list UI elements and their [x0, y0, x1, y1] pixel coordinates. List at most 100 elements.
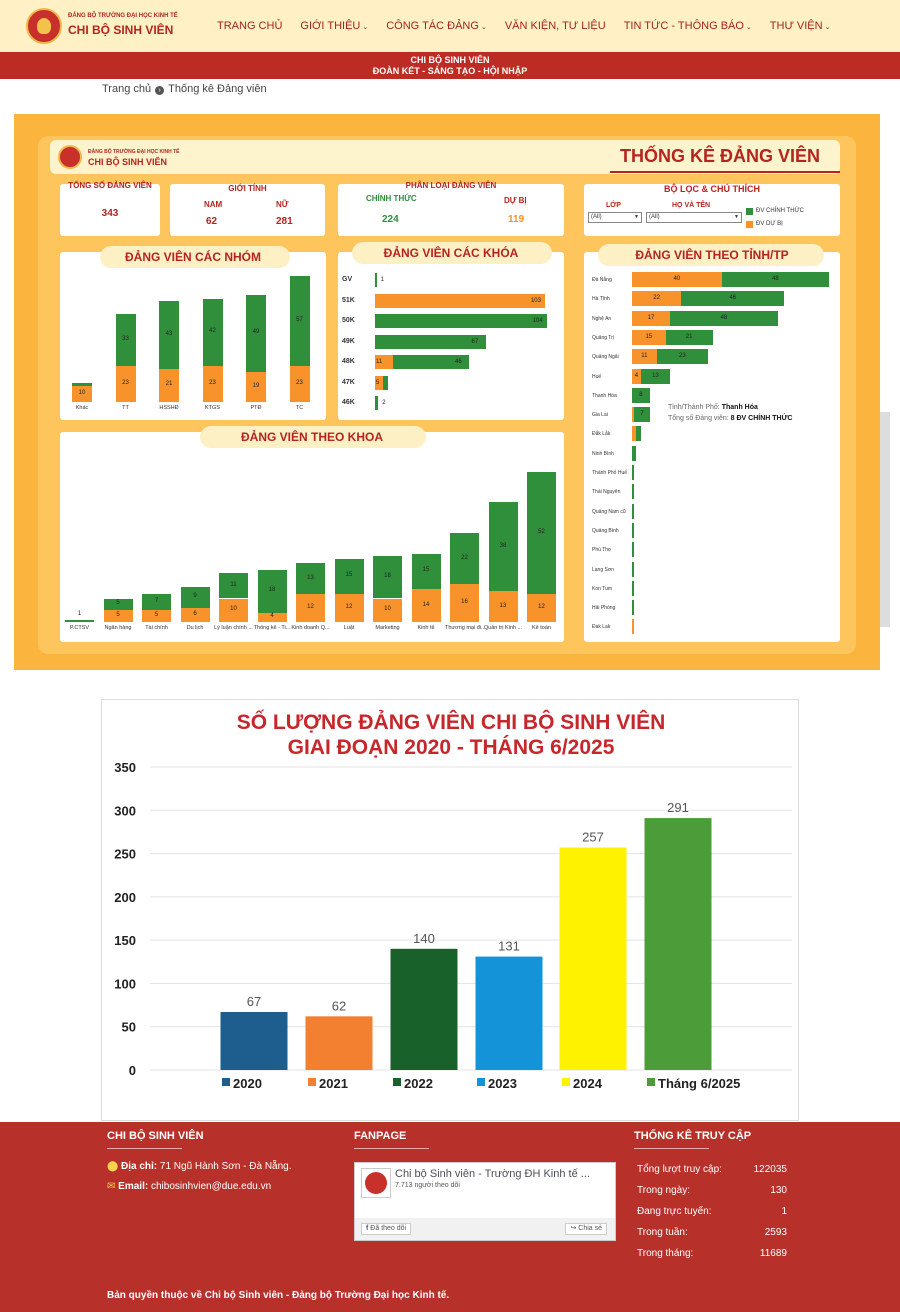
email-label: Email: — [118, 1181, 149, 1192]
address-label: Địa chỉ: — [120, 1161, 158, 1172]
bar-official — [383, 375, 389, 390]
province-chart: Đà Nẵng 40 48 Hà Tĩnh 22 46 Nghệ An 17 48 Quảng T… — [584, 252, 840, 642]
total-value: 343 — [101, 208, 119, 219]
bar-probation — [411, 589, 441, 622]
footer-divider — [107, 1148, 182, 1149]
bar-probation — [632, 426, 637, 442]
chevron-down-icon: ⌄ — [824, 24, 831, 31]
nav-item-label: TRANG CHỦ — [217, 20, 283, 32]
nav-item[interactable]: GIỚI THIỆU ⌄ — [300, 20, 368, 32]
filter-class-select[interactable]: (All) ▼ — [588, 212, 642, 223]
filter-name-select[interactable]: (All) ▼ — [646, 212, 742, 223]
nav-item[interactable]: TRANG CHỦ — [217, 20, 282, 32]
stat-value: 122035 — [753, 1164, 787, 1175]
main-nav: TRANG CHỦ GIỚI THIỆU ⌄ CÔNG TÁC ĐẢNG ⌄ VĂN KI… — [217, 20, 830, 32]
bar-label: 5 — [376, 379, 380, 386]
legend-official-swatch — [746, 208, 753, 215]
fanpage-widget[interactable]: Chi bộ Sinh viên - Trường ĐH Kinh tế ...… — [354, 1162, 616, 1241]
bar-official — [393, 355, 470, 369]
tooltip-label-2: Tổng số Đảng viên: — [668, 415, 729, 422]
bar-probation — [115, 365, 136, 402]
probation-label: DỰ BỊ — [504, 196, 527, 205]
bar — [475, 956, 543, 1070]
legend-label: 2023 — [488, 1076, 517, 1091]
bar-official — [202, 299, 223, 366]
type-label: PHÂN LOẠI ĐẢNG VIÊN — [405, 181, 497, 190]
copyright: Bản quyền thuộc về Chi bộ Sinh viên - Đả… — [107, 1290, 450, 1301]
official-value: 224 — [382, 214, 399, 225]
category-label: KTGS — [205, 405, 220, 411]
bar-official — [634, 407, 650, 423]
slogan-ribbon: CHI BỘ SINH VIÊN ĐOÀN KẾT - SÁNG TẠO - H… — [0, 52, 900, 79]
total-members-card: TỔNG SỐ ĐẢNG VIÊN 343 — [60, 181, 160, 236]
bar-probation — [632, 272, 722, 287]
nav-item-label: GIỚI THIỆU — [300, 20, 361, 32]
bar-label: 5 — [116, 600, 120, 607]
bar-value-label: 67 — [247, 994, 261, 1009]
category-label: Thanh Hóa — [592, 392, 617, 399]
stat-value: 1 — [781, 1206, 787, 1217]
bar-label: 13 — [652, 372, 659, 379]
logo-title: CHI BỘ SINH VIÊN — [68, 23, 174, 37]
bar-probation — [72, 386, 92, 402]
category-label: Lý luận chính ... — [214, 625, 253, 631]
bar-label: 2 — [382, 400, 386, 406]
dashboard-logo-subtitle: ĐẢNG BỘ TRƯỜNG ĐẠI HỌC KINH TẾ — [88, 149, 180, 155]
filter-panel: BỘ LỌC & CHÚ THÍCH LỚP HỌ VÀ TÊN (All) ▼ … — [584, 184, 840, 236]
nav-item[interactable]: THƯ VIỆN ⌄ — [770, 20, 831, 32]
footer-divider — [634, 1148, 709, 1149]
bar-official — [632, 503, 635, 519]
bar-value-label: 257 — [582, 830, 604, 845]
male-label: NAM — [204, 200, 223, 209]
footer-col3-title: THỐNG KÊ TRUY CẬP — [634, 1130, 752, 1142]
stat-label: Trong ngày: — [637, 1185, 690, 1196]
faculty-title-pill — [200, 426, 426, 448]
category-label: 50K — [342, 317, 355, 324]
category-label: 49K — [342, 337, 355, 345]
category-label: Thương mại đi... — [445, 625, 484, 631]
y-tick-label: 150 — [114, 933, 136, 948]
category-label: Ninh Bình — [592, 450, 614, 457]
bar-probation — [632, 291, 682, 307]
chevron-down-icon: ▼ — [634, 214, 639, 220]
bar-probation — [257, 612, 287, 622]
bar-label: 11 — [376, 359, 383, 365]
followed-button[interactable]: f Đã theo dõi — [361, 1223, 412, 1235]
ribbon-slogan: ĐOÀN KẾT - SÁNG TẠO - HỘI NHẬP — [372, 66, 528, 76]
bar-label: 21 — [165, 381, 173, 388]
scrollbar[interactable] — [880, 412, 890, 627]
site-logo[interactable]: ĐẢNG BỘ TRƯỜNG ĐẠI HỌC KINH TẾ CHI BỘ SI… — [26, 8, 178, 44]
nav-item[interactable]: TIN TỨC - THÔNG BÁO ⌄ — [624, 20, 752, 32]
bar — [305, 1016, 373, 1070]
bar — [644, 818, 712, 1070]
category-label: Đà Nẵng — [592, 277, 612, 283]
legend-label: 2020 — [233, 1076, 262, 1091]
stat-label: Trong tháng: — [637, 1248, 694, 1259]
bar-label: 1 — [77, 610, 82, 617]
legend-swatch — [222, 1078, 230, 1086]
category-label: 48K — [342, 358, 355, 365]
y-tick-label: 100 — [114, 976, 136, 991]
bar-label: 5 — [116, 612, 120, 619]
bar-label: 38 — [499, 542, 507, 549]
share-button[interactable]: ↪ Chia sẻ — [565, 1223, 607, 1235]
nav-item[interactable]: VĂN KIỆN, TƯ LIỆU — [505, 20, 606, 32]
email-value[interactable]: chibosinhvien@due.edu.vn — [150, 1181, 272, 1192]
fanpage-name[interactable]: Chi bộ Sinh viên - Trường ĐH Kinh tế ... — [395, 1168, 590, 1180]
nav-item[interactable]: CÔNG TÁC ĐẢNG ⌄ — [386, 20, 487, 32]
bar-label: 6 — [193, 610, 197, 617]
bar-official — [488, 502, 518, 592]
y-tick-label: 350 — [114, 760, 136, 775]
legend-probation-swatch — [746, 221, 753, 228]
total-label: TỔNG SỐ ĐẢNG VIÊN — [68, 181, 152, 190]
bar-label: 46 — [729, 295, 737, 302]
bar-probation — [142, 610, 171, 622]
footer-email: ✉ Email: chibosinhvien@due.edu.vn — [107, 1181, 271, 1192]
breadcrumb-home[interactable]: Trang chủ — [102, 83, 152, 95]
bar-label: 9 — [193, 593, 197, 600]
bar-label: 18 — [268, 587, 276, 594]
bar-official — [636, 426, 641, 442]
bar-probation — [246, 371, 266, 402]
legend-label: 2024 — [573, 1076, 603, 1091]
category-label: Khác — [75, 405, 89, 411]
